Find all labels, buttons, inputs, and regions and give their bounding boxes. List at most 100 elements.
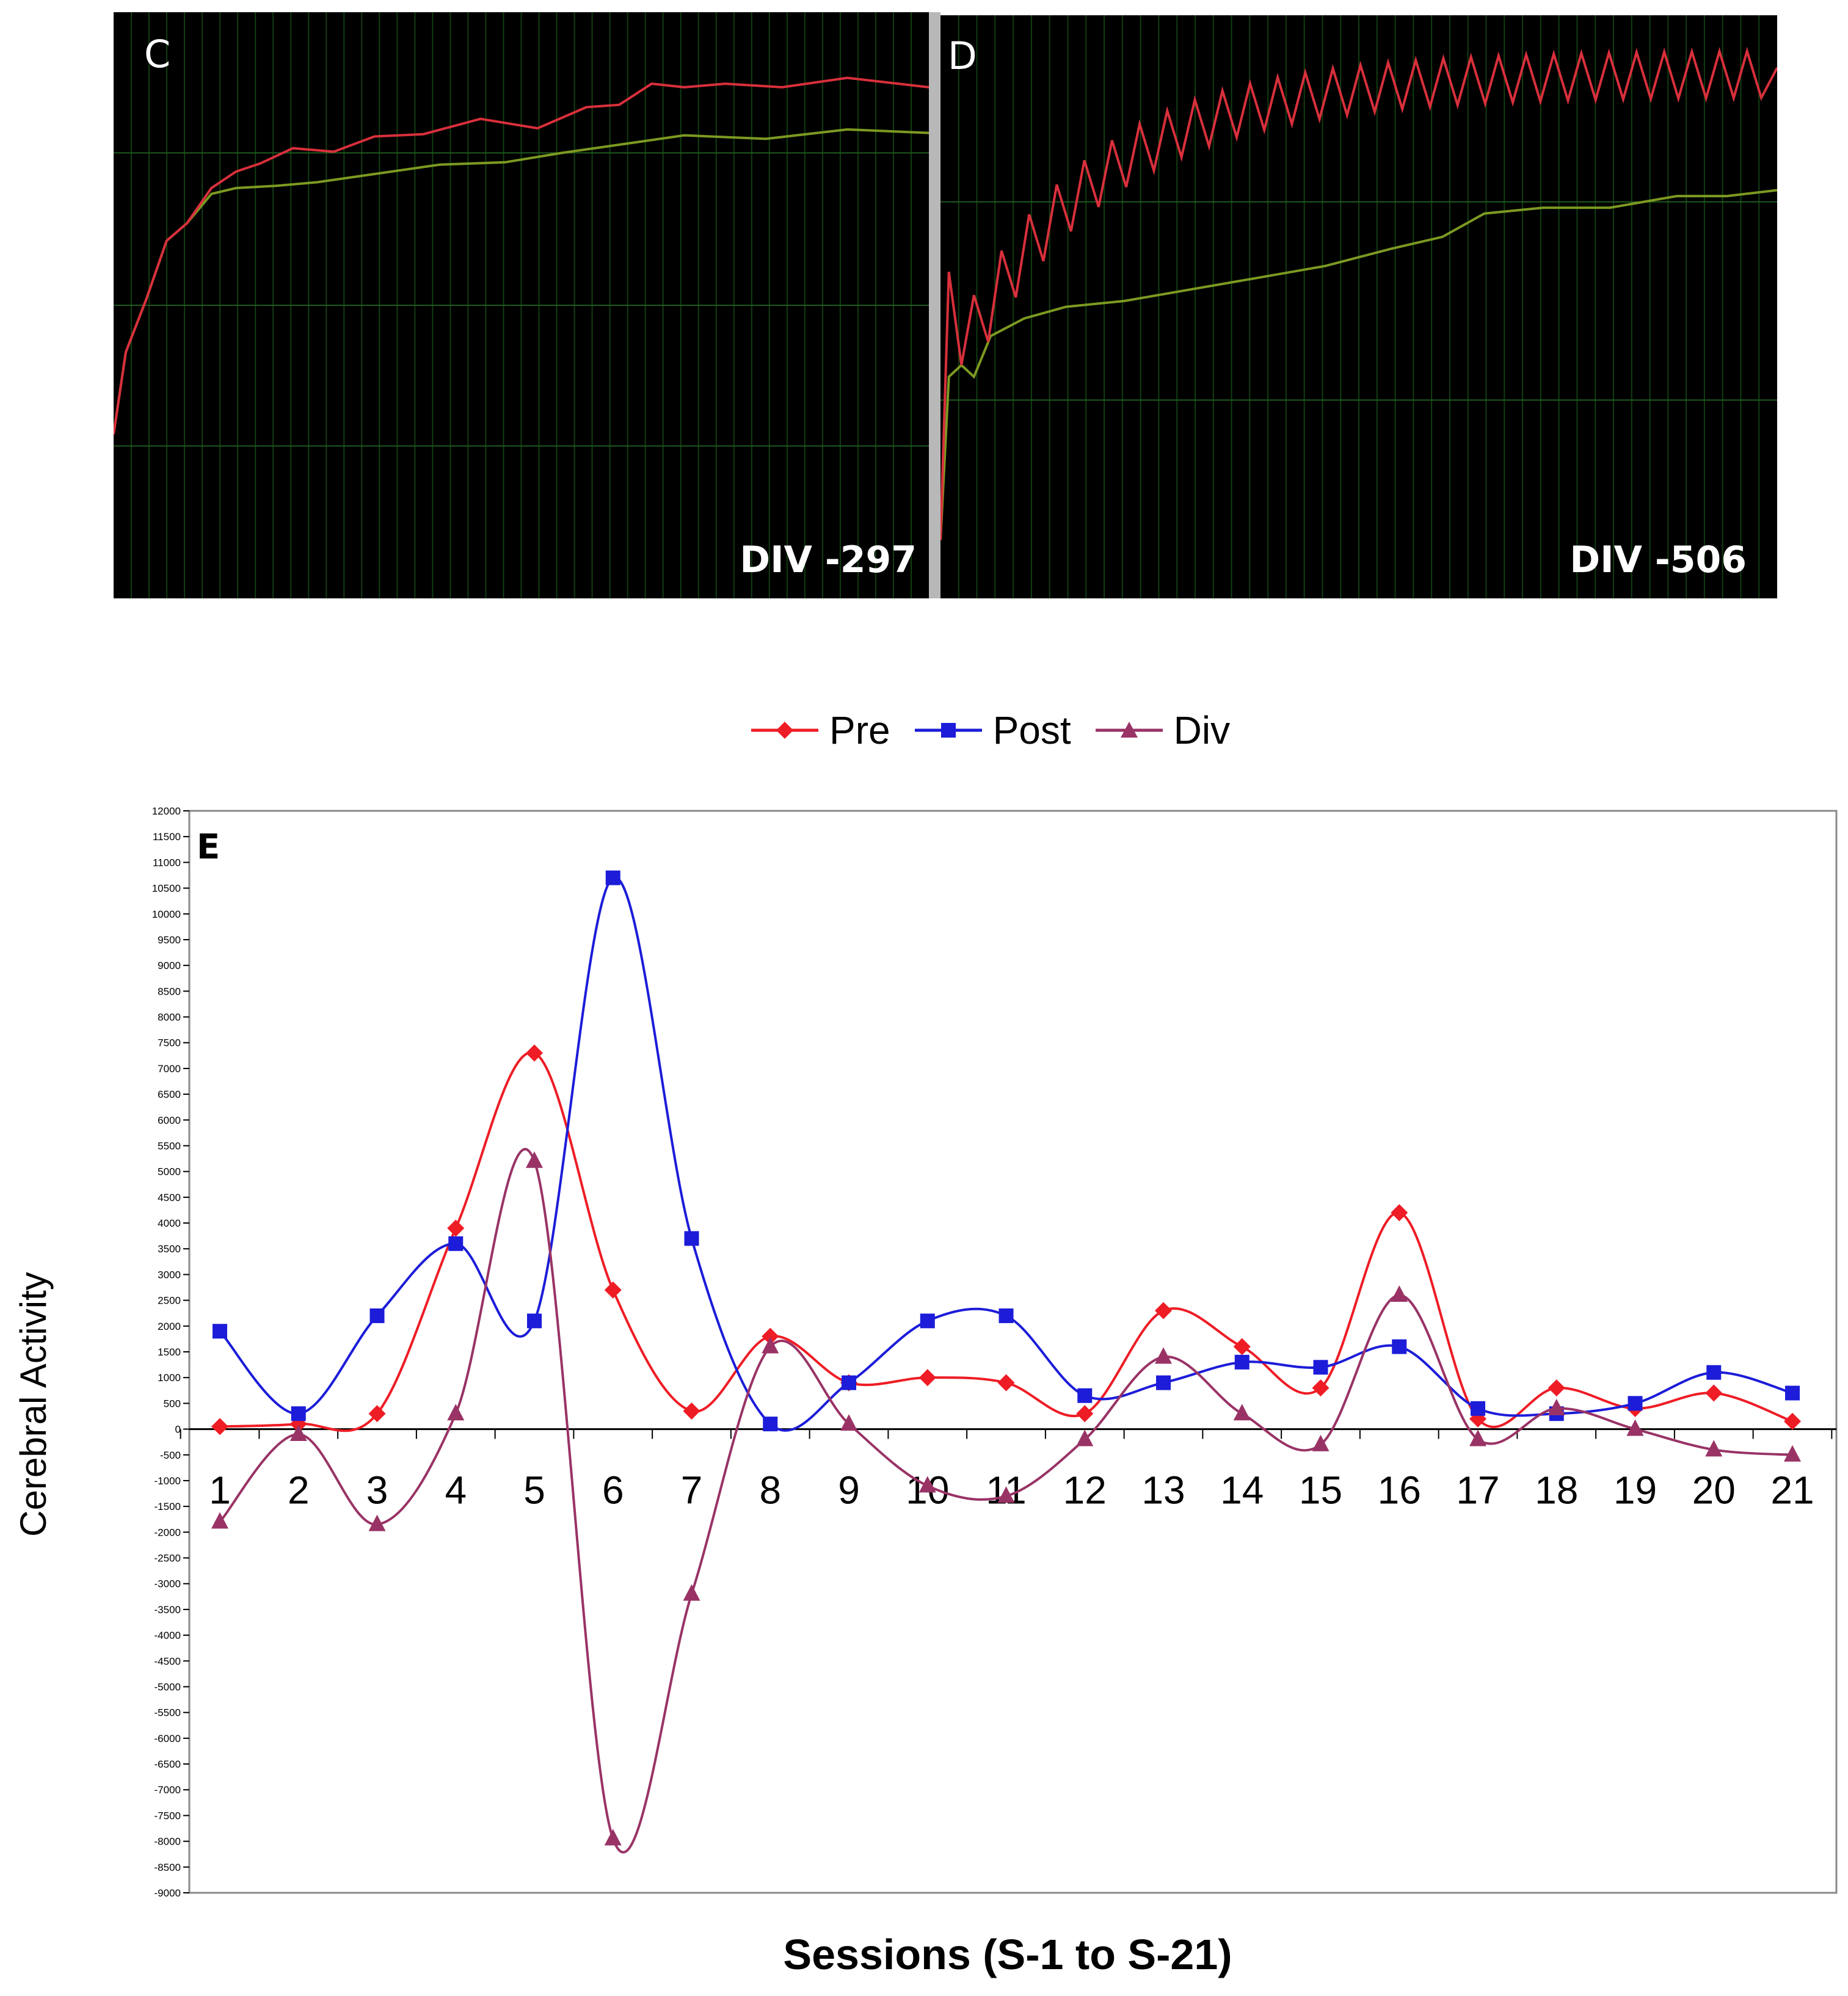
data-point-pre: [526, 1044, 543, 1062]
y-tick-label: -6500: [155, 1758, 181, 1770]
y-tick-label: -2000: [155, 1526, 181, 1538]
data-point-pre: [683, 1403, 700, 1420]
x-tick-label: 20: [1692, 1468, 1736, 1512]
y-tick-label: -8500: [155, 1862, 181, 1873]
y-tick-label: 8000: [158, 1012, 181, 1023]
y-tick-label: 1500: [158, 1346, 181, 1358]
chart-e-letter: E: [197, 827, 220, 867]
y-tick-label: 10500: [152, 883, 181, 895]
y-tick-label: -1000: [155, 1475, 181, 1487]
panel-trace-green: [940, 189, 1777, 540]
x-tick-label: 5: [523, 1468, 545, 1512]
y-tick-label: 2500: [158, 1295, 181, 1307]
data-point-pre: [447, 1219, 465, 1237]
data-point-pre: [1784, 1412, 1801, 1430]
data-point-div: [1312, 1434, 1330, 1451]
x-tick-label: 8: [759, 1468, 781, 1512]
panel-trace-red: [940, 46, 1777, 540]
data-point-post: [1234, 1354, 1250, 1370]
data-point-pre: [604, 1281, 622, 1299]
y-tick-label: 8500: [158, 985, 181, 997]
y-tick-label: -500: [160, 1450, 181, 1461]
data-point-post: [448, 1236, 464, 1251]
data-point-pre: [211, 1418, 228, 1435]
y-tick-label: -6000: [155, 1733, 181, 1744]
data-point-div: [1626, 1419, 1644, 1436]
y-tick-label: 4500: [158, 1192, 181, 1203]
data-point-post: [999, 1308, 1014, 1323]
y-tick-label: 5000: [158, 1166, 181, 1178]
x-tick-label: 7: [681, 1468, 703, 1512]
y-tick-label: 3500: [158, 1243, 181, 1255]
x-tick-label: 13: [1141, 1468, 1185, 1512]
data-point-post: [1706, 1365, 1722, 1380]
plot-area: [188, 810, 1838, 1894]
legend-item-div: Div: [1095, 708, 1230, 753]
data-point-div: [368, 1514, 386, 1531]
y-tick-label: -7000: [155, 1784, 181, 1796]
panel-d-div-label: DIV -506: [1570, 539, 1747, 581]
data-point-div: [1784, 1445, 1801, 1462]
x-tick-label: 21: [1770, 1468, 1814, 1512]
data-point-div: [604, 1829, 622, 1846]
x-tick-label: 4: [445, 1468, 467, 1512]
data-point-post: [1156, 1375, 1171, 1390]
y-tick-label: 0: [175, 1424, 181, 1435]
y-axis-ticks: -9000 -8500 -8000 -7500 -7000 -6500 -6000 -5500…: [152, 805, 189, 1899]
y-tick-label: 1000: [158, 1372, 181, 1384]
panel-d-letter: D: [948, 34, 977, 78]
data-point-div: [526, 1151, 543, 1168]
y-tick-label: -1500: [155, 1501, 181, 1512]
data-point-post: [842, 1375, 856, 1390]
data-point-div: [997, 1486, 1015, 1503]
x-tick-label: 18: [1535, 1468, 1578, 1512]
data-point-div: [1548, 1398, 1565, 1415]
x-tick-label: 16: [1378, 1468, 1421, 1512]
panel-c-letter: C: [144, 32, 171, 76]
legend-pre-label: Pre: [829, 708, 890, 752]
y-axis-title: Cerebral Activity: [13, 1272, 54, 1536]
data-point-div: [1391, 1285, 1408, 1302]
y-tick-label: -5000: [155, 1681, 181, 1693]
legend-post-label: Post: [992, 708, 1071, 752]
data-point-post: [920, 1313, 935, 1329]
data-point-pre: [1705, 1384, 1723, 1402]
data-point-div: [683, 1584, 700, 1601]
panel-d-plot: [940, 15, 1777, 598]
data-point-div: [919, 1476, 936, 1493]
data-point-div: [289, 1424, 307, 1442]
legend-div-marker: [1095, 722, 1163, 738]
y-tick-label: -3000: [155, 1578, 181, 1590]
data-point-pre: [997, 1374, 1015, 1392]
data-point-pre: [919, 1369, 936, 1387]
y-tick-label: -2500: [155, 1553, 181, 1564]
data-point-div: [1705, 1440, 1723, 1457]
data-point-pre: [1233, 1338, 1251, 1355]
y-tick-label: 6000: [158, 1114, 181, 1126]
x-tick-label: 17: [1456, 1468, 1499, 1512]
x-tick-label: 6: [602, 1468, 624, 1512]
y-tick-label: -7500: [155, 1810, 181, 1821]
data-point-div: [1076, 1429, 1094, 1446]
data-point-pre: [289, 1415, 307, 1433]
y-tick-label: 3000: [158, 1269, 181, 1280]
data-point-div: [1469, 1429, 1486, 1446]
y-tick-label: 9500: [158, 934, 181, 946]
y-tick-label: -5500: [155, 1707, 181, 1719]
x-tick-label: 12: [1063, 1468, 1107, 1512]
data-point-post: [213, 1324, 227, 1339]
data-point-post: [291, 1406, 306, 1421]
y-tick-label: 5500: [158, 1140, 181, 1152]
data-point-div: [762, 1337, 779, 1354]
chart-e: E -9000 -8500 -8000 -7500 -7000 -6500 -6000 -55…: [13, 805, 1838, 1978]
y-tick-label: 6500: [158, 1089, 181, 1100]
x-tick-label: 9: [838, 1468, 860, 1512]
y-tick-label: -4500: [155, 1655, 181, 1667]
legend: Pre Post Div: [751, 708, 1230, 752]
data-point-pre: [1548, 1379, 1565, 1397]
data-point-div: [447, 1404, 465, 1421]
data-point-post: [1077, 1388, 1093, 1403]
data-point-div: [840, 1414, 857, 1431]
legend-post-marker: [914, 723, 982, 738]
data-point-post: [1471, 1401, 1485, 1416]
